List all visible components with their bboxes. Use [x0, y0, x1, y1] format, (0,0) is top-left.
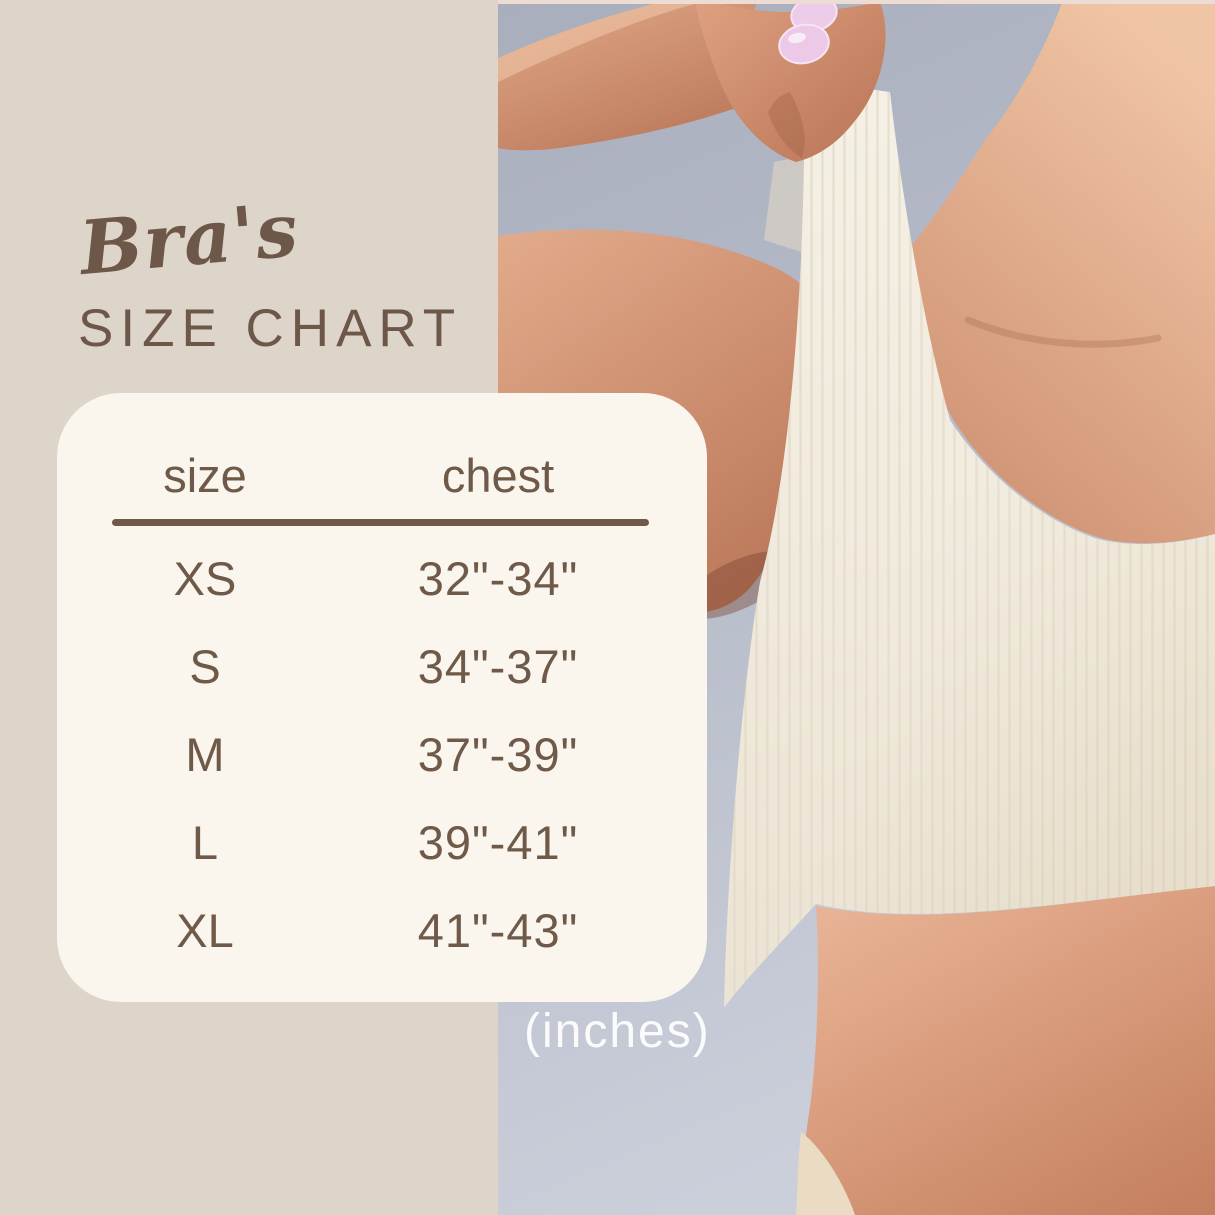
size-cell: XL — [176, 903, 234, 957]
collarbone-shading — [964, 316, 1162, 348]
size-cell: S — [189, 639, 221, 693]
column-header-chest: chest — [441, 449, 555, 502]
photo-top-edge — [498, 0, 1215, 4]
table-row: S 34"-37" — [57, 622, 707, 710]
chest-cell: 41"-43" — [417, 903, 579, 957]
product-photo-illustration — [498, 0, 1215, 1215]
nail-highlight — [788, 32, 806, 44]
size-cell: L — [191, 815, 219, 869]
thumb-shading — [768, 92, 805, 158]
chest-cell: 37"-39" — [417, 727, 579, 781]
page-title: SIZE CHART — [78, 299, 463, 358]
sheer-strap-fold — [764, 155, 810, 252]
size-cell: M — [185, 727, 225, 781]
chest-cell: 32"-34" — [417, 551, 579, 605]
model-belly — [798, 886, 1215, 1215]
underwear-waistband — [796, 1132, 855, 1215]
column-header-size: size — [163, 449, 247, 502]
table-row: XS 32"-34" — [57, 534, 707, 622]
unit-footnote: (inches) — [524, 1005, 711, 1058]
size-chart-card: size chest XS 32"-34" S 34"-37" M 37"-39… — [57, 393, 707, 1002]
table-row: L 39"-41" — [57, 798, 707, 886]
chest-cell: 34"-37" — [417, 639, 579, 693]
forearm-highlight — [498, 0, 711, 82]
size-cell: XS — [173, 551, 237, 605]
fingernail — [778, 23, 830, 65]
table-row: M 37"-39" — [57, 710, 707, 798]
model-neck-chest — [902, 0, 1215, 544]
chest-cell: 39"-41" — [417, 815, 579, 869]
table-row: XL 41"-43" — [57, 886, 707, 974]
model-hand — [694, 0, 886, 162]
table-header-row: size chest — [57, 393, 707, 503]
bra-sheen — [724, 82, 1215, 1008]
product-photo — [498, 0, 1215, 1215]
header-divider — [112, 519, 649, 526]
